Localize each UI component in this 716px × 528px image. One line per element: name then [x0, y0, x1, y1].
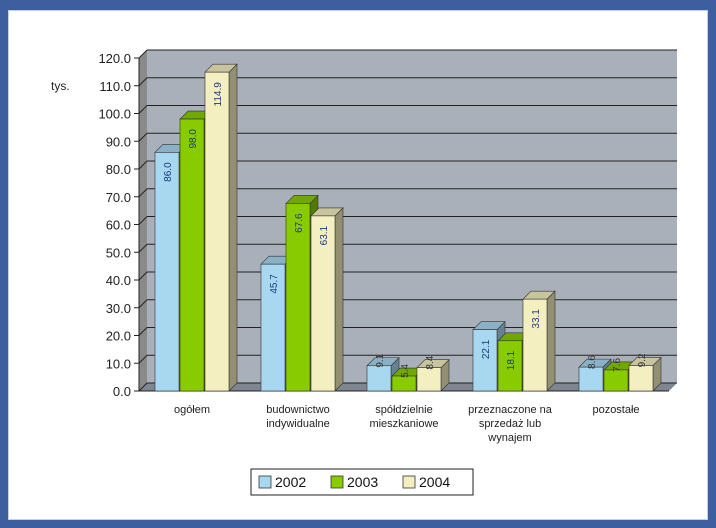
gridline-side: [138, 216, 148, 225]
legend-swatch: [330, 475, 344, 489]
gridline-side: [138, 382, 148, 392]
data-label-2003-0: 98.0: [188, 129, 199, 149]
legend-entry-2004: 2004: [402, 474, 450, 490]
legend-entry-2003: 2003: [330, 474, 378, 490]
data-label-2004-0: 114.9: [213, 82, 224, 107]
legend-label: 2003: [347, 474, 378, 490]
data-label-2003-3: 18.1: [506, 350, 517, 370]
legend-label: 2004: [419, 474, 450, 490]
data-label-2002-1: 45.7: [269, 274, 280, 294]
y-tick-label: 100.0: [98, 107, 131, 122]
gridline-side: [138, 188, 148, 198]
gridline-side: [138, 49, 148, 59]
legend: 2002 2003 2004: [250, 468, 474, 496]
gridline-side: [138, 354, 148, 364]
data-label-2004-2: 8.4: [425, 355, 436, 369]
y-tick-label: 0.0: [113, 384, 131, 399]
legend-swatch: [402, 475, 416, 489]
bar-2004-0: [204, 63, 238, 392]
gridline-side: [138, 77, 148, 87]
x-category-label-4: pozostałe: [592, 404, 639, 416]
y-tick-label: 90.0: [106, 134, 131, 149]
data-label-2002-2: 9.1: [375, 353, 386, 367]
gridline-side: [138, 160, 148, 170]
bars: 86.0 98.0 114.9 45.7 67.6 63.1 9.1 5.4 8.4 22.1 18…: [154, 63, 662, 392]
data-label-2003-1: 67.6: [294, 213, 305, 233]
gridline-side: [138, 327, 148, 336]
chart-frame: 0.0 10.0 20.0 30.0 40.0 50.0 60.0 70.0 80.0 90.0 1…: [8, 10, 708, 520]
x-axis-categories: ogółem budownictwo indywidualne spółdzielni…: [174, 404, 640, 444]
data-label-2004-1: 63.1: [319, 225, 330, 245]
data-label-2002-4: 8.6: [587, 355, 598, 369]
bar-2004-4: [628, 356, 662, 392]
x-category-label-0: ogółem: [174, 404, 210, 416]
legend-label: 2002: [275, 474, 306, 490]
data-label-2003-2: 5.4: [400, 364, 411, 378]
y-axis-unit-label: tys.: [51, 79, 70, 93]
y-tick-label: 50.0: [106, 245, 131, 260]
x-category-label-2: spółdzielnie mieszkaniowe: [369, 404, 438, 430]
bar-2004-2: [416, 358, 450, 392]
y-tick-label: 120.0: [98, 51, 131, 66]
y-tick-label: 40.0: [106, 273, 131, 288]
data-label-2002-3: 22.1: [481, 339, 492, 359]
bar-2003-2: [391, 367, 425, 392]
y-tick-label: 70.0: [106, 190, 131, 205]
gridline-side: [138, 105, 148, 114]
gridline-side: [138, 299, 148, 309]
y-tick-label: 20.0: [106, 329, 131, 344]
legend-swatch: [258, 475, 272, 489]
y-tick-label: 110.0: [99, 79, 131, 94]
y-tick-label: 30.0: [106, 301, 131, 316]
bar-chart: 0.0 10.0 20.0 30.0 40.0 50.0 60.0 70.0 80.0 90.0 1…: [51, 49, 677, 496]
bar-2004-3: [522, 290, 556, 392]
gridline-side: [138, 132, 148, 142]
gridline-side: [138, 243, 148, 253]
y-tick-label: 10.0: [106, 356, 131, 371]
gridline-side: [138, 271, 148, 281]
x-category-label-3: przeznaczone na sprzedaż lub wynajem: [468, 404, 553, 444]
data-label-2004-3: 33.1: [531, 309, 542, 329]
bar-2004-1: [310, 207, 344, 392]
legend-entry-2002: 2002: [258, 474, 306, 490]
data-label-2003-4: 7.6: [612, 357, 623, 371]
y-tick-label: 80.0: [106, 162, 131, 177]
x-category-label-1: budownictwo indywidualne: [266, 404, 330, 430]
y-tick-label: 60.0: [106, 218, 131, 233]
legend-box: [250, 468, 474, 496]
data-label-2004-4: 9.2: [637, 353, 648, 367]
data-label-2002-0: 86.0: [163, 162, 174, 182]
